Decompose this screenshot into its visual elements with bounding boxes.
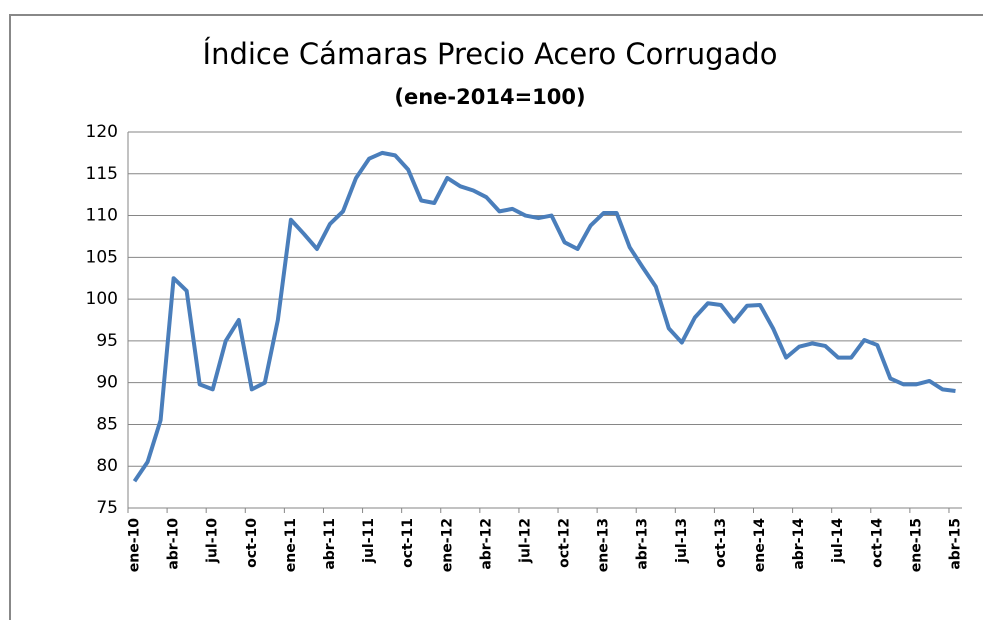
chart-frame (9, 14, 983, 620)
x-tick-label: abr-12 (478, 518, 494, 570)
x-tick-label: jul-13 (674, 518, 690, 564)
x-tick-label: oct-11 (400, 518, 416, 568)
data-line (132, 150, 956, 483)
y-tick-label: 95 (96, 331, 118, 351)
y-tick-label: 80 (96, 456, 118, 476)
y-tick-label: 115 (86, 164, 118, 184)
x-tick-label: abr-13 (635, 518, 651, 570)
x-tick-label: abr-14 (791, 518, 807, 570)
y-tick-label: 120 (86, 122, 118, 142)
chart-subtitle: (ene-2014=100) (394, 85, 585, 109)
x-tick-label: oct-13 (713, 518, 729, 568)
x-tick-label: oct-10 (244, 518, 260, 568)
x-tick-label: jul-14 (830, 518, 846, 564)
x-tick-label: oct-14 (869, 518, 885, 568)
x-tick-label: oct-12 (557, 518, 573, 568)
chart-title: Índice Cámaras Precio Acero Corrugado (203, 37, 778, 71)
y-tick-label: 85 (96, 414, 118, 434)
x-tick-label: ene-11 (283, 518, 299, 572)
y-tick-label: 90 (96, 373, 118, 393)
x-tick-label: jul-12 (517, 518, 533, 564)
x-tick-label: ene-15 (908, 518, 924, 572)
x-tick-label: abr-15 (947, 518, 963, 570)
y-tick-label: 75 (96, 498, 118, 518)
x-tick-label: ene-10 (127, 518, 143, 573)
y-tick-label: 100 (86, 289, 118, 309)
x-tick-label: jul-10 (205, 518, 221, 564)
y-tick-label: 105 (86, 247, 118, 267)
x-tick-label: ene-14 (752, 518, 768, 573)
x-tick-label: abr-11 (322, 518, 338, 570)
x-tick-label: abr-10 (166, 518, 182, 570)
x-tick-label: jul-11 (361, 518, 377, 564)
x-tick-label: ene-12 (439, 518, 455, 572)
x-tick-label: ene-13 (596, 518, 612, 572)
y-tick-label: 110 (86, 206, 118, 226)
